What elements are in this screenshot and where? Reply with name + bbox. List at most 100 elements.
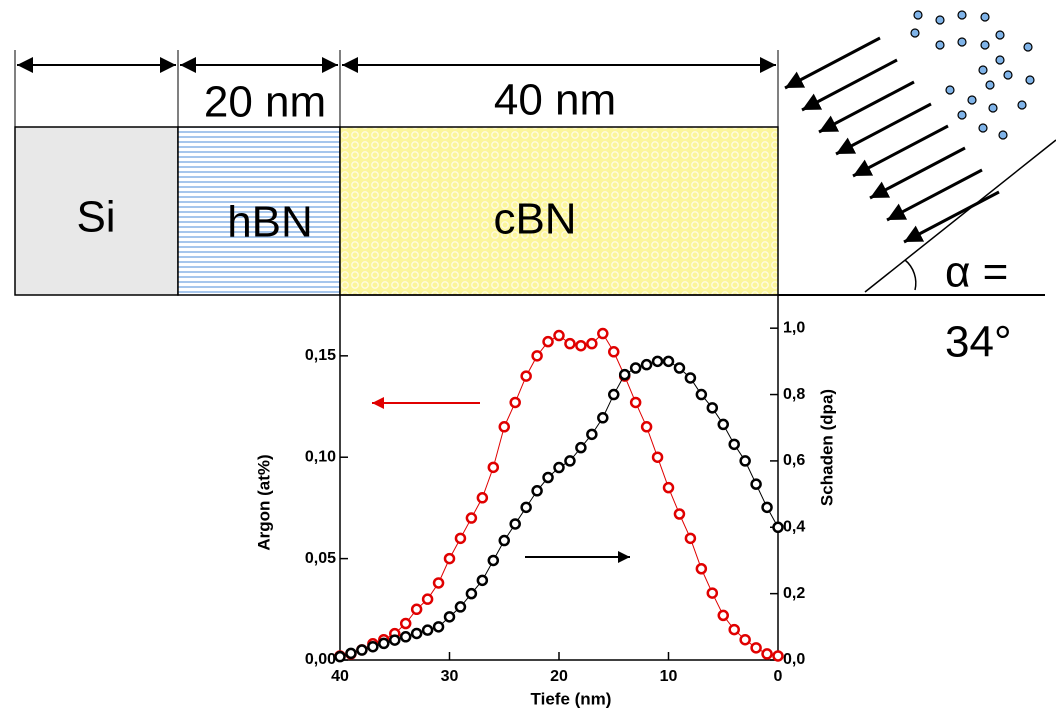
ion bbox=[980, 12, 990, 22]
ion bbox=[978, 123, 988, 133]
data-point bbox=[476, 492, 489, 504]
data-point bbox=[531, 350, 543, 362]
cbn-layer bbox=[339, 126, 779, 296]
data-point bbox=[520, 501, 532, 514]
data-point bbox=[421, 593, 434, 605]
data-point bbox=[575, 339, 587, 352]
ion-arrow bbox=[801, 58, 898, 112]
data-point bbox=[367, 640, 379, 653]
angle-arc bbox=[904, 259, 917, 291]
data-point bbox=[465, 512, 478, 524]
y2-tick-label: 1,0 bbox=[783, 319, 805, 336]
ion bbox=[957, 10, 967, 20]
data-point bbox=[739, 455, 751, 467]
data-point bbox=[575, 441, 587, 454]
data-point bbox=[378, 637, 390, 650]
data-point bbox=[399, 631, 412, 643]
data-point bbox=[662, 481, 675, 494]
y2-axis-label: Schaden (dpa) bbox=[817, 389, 836, 506]
data-point bbox=[717, 609, 729, 622]
x-tick-label: 20 bbox=[550, 668, 568, 685]
y-axis-label: Argon (at%) bbox=[254, 454, 273, 550]
data-point bbox=[750, 478, 762, 490]
data-point bbox=[432, 577, 445, 589]
data-point bbox=[640, 421, 653, 433]
data-point bbox=[684, 532, 697, 545]
data-point bbox=[498, 421, 510, 433]
data-point bbox=[345, 647, 357, 660]
data-point bbox=[542, 335, 554, 348]
y2-tick-label: 0,6 bbox=[783, 452, 805, 469]
y-tick-label: 0,10 bbox=[305, 448, 336, 465]
data-point bbox=[651, 355, 664, 368]
data-point bbox=[618, 368, 631, 381]
ion-arrow bbox=[852, 124, 949, 178]
ion bbox=[1017, 100, 1027, 110]
ion-beam bbox=[784, 10, 1035, 244]
layer-stack: Si hBN cBN 20 nm 40 nm bbox=[14, 50, 1045, 296]
data-point bbox=[334, 650, 346, 663]
data-point bbox=[542, 471, 554, 484]
data-point bbox=[564, 455, 576, 467]
si-layer bbox=[14, 126, 179, 296]
chart: 40 30 20 10 0 0,00 0,05 0,10 0,15 0,0 0,2 0,4 0,6 0,8… bbox=[254, 294, 836, 708]
ion bbox=[980, 40, 990, 50]
data-point bbox=[487, 461, 500, 474]
data-point bbox=[728, 623, 740, 636]
ion bbox=[957, 110, 967, 120]
y-tick-label: 0,00 bbox=[305, 651, 336, 668]
data-point bbox=[608, 346, 620, 358]
data-point bbox=[498, 534, 510, 547]
layer-label: cBN bbox=[493, 195, 576, 244]
data-point bbox=[750, 642, 762, 654]
data-point bbox=[629, 396, 642, 409]
data-point bbox=[443, 552, 456, 565]
ion bbox=[910, 28, 920, 38]
data-point bbox=[465, 587, 478, 600]
data-point bbox=[356, 644, 368, 656]
data-point bbox=[673, 508, 686, 520]
angle-label: 34° bbox=[945, 318, 1012, 367]
hbn-layer bbox=[177, 126, 341, 296]
data-point bbox=[454, 601, 467, 613]
data-point bbox=[487, 554, 500, 567]
x-tick-label: 0 bbox=[774, 668, 783, 685]
data-point bbox=[586, 337, 598, 350]
ion bbox=[957, 37, 967, 47]
data-point bbox=[772, 650, 784, 662]
data-point bbox=[586, 428, 598, 441]
data-point bbox=[662, 355, 675, 368]
data-point bbox=[520, 370, 532, 382]
data-point bbox=[553, 461, 565, 474]
ion bbox=[995, 55, 1005, 65]
data-point bbox=[761, 501, 773, 514]
ion-arrow bbox=[835, 102, 932, 156]
y2-tick-label: 0,0 bbox=[783, 651, 805, 668]
ion bbox=[1025, 75, 1035, 85]
plot-frame bbox=[339, 294, 779, 661]
data-point bbox=[389, 634, 401, 646]
data-point bbox=[421, 624, 434, 636]
ion bbox=[935, 15, 945, 25]
data-point bbox=[476, 574, 489, 587]
data-point bbox=[410, 627, 423, 640]
x-tick-label: 30 bbox=[441, 668, 459, 685]
ion-arrow bbox=[784, 36, 881, 90]
layer-label: hBN bbox=[227, 198, 313, 247]
ion bbox=[1003, 70, 1013, 80]
series-line bbox=[339, 332, 779, 657]
data-point bbox=[597, 327, 609, 340]
x-tick-label: 40 bbox=[331, 668, 349, 685]
ion bbox=[998, 130, 1008, 140]
ion-arrow bbox=[869, 146, 966, 200]
data-point bbox=[640, 358, 653, 371]
y2-tick-label: 0,2 bbox=[783, 585, 805, 602]
data-point bbox=[454, 532, 467, 545]
data-point bbox=[706, 402, 719, 414]
y-tick-label: 0,05 bbox=[305, 550, 336, 567]
data-point bbox=[684, 372, 697, 384]
data-point bbox=[509, 518, 521, 530]
ion bbox=[967, 95, 977, 105]
ion bbox=[1023, 42, 1033, 52]
ion bbox=[945, 85, 955, 95]
